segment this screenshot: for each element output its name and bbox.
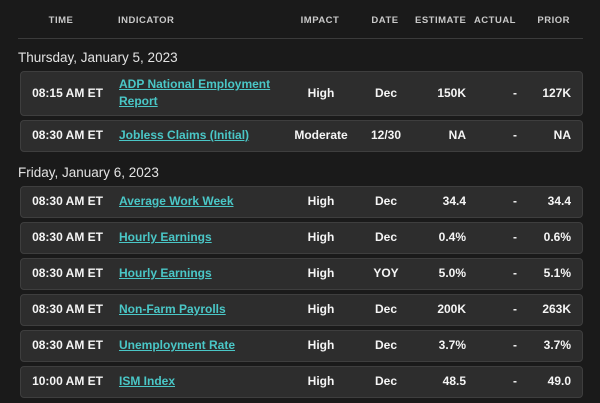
indicator-link[interactable]: ISM Index bbox=[119, 374, 176, 389]
prior-cell: 127K bbox=[542, 85, 571, 100]
actual-cell: - bbox=[513, 338, 517, 353]
table-row: 08:30 AM ET Hourly Earnings High YOY 5.0… bbox=[20, 257, 583, 290]
indicator-link[interactable]: ADP National Employment Report bbox=[119, 77, 271, 109]
time-cell: 08:30 AM ET bbox=[32, 128, 103, 143]
indicator-cell: ADP National Employment Report bbox=[103, 76, 286, 111]
indicator-link[interactable]: Non-Farm Payrolls bbox=[119, 302, 226, 317]
estimate-cell: NA bbox=[448, 128, 466, 143]
time-cell: 10:00 AM ET bbox=[32, 374, 103, 389]
indicator-cell: Average Work Week bbox=[103, 193, 286, 210]
column-header-date: DATE bbox=[371, 14, 399, 26]
actual-cell: - bbox=[513, 302, 517, 317]
indicator-link[interactable]: Unemployment Rate bbox=[119, 338, 236, 353]
date-cell: Dec bbox=[374, 374, 397, 389]
section-date: Thursday, January 5, 2023 bbox=[18, 50, 178, 65]
estimate-cell: 150K bbox=[437, 85, 466, 100]
calendar-section: Thursday, January 5, 2023 08:15 AM ET AD… bbox=[0, 50, 600, 152]
date-cell: Dec bbox=[374, 338, 397, 353]
column-header-prior: PRIOR bbox=[537, 14, 570, 26]
date-cell: Dec bbox=[374, 302, 397, 317]
table-row: 08:30 AM ET Jobless Claims (Initial) Mod… bbox=[20, 119, 583, 152]
actual-cell: - bbox=[513, 128, 517, 143]
actual-cell: - bbox=[513, 230, 517, 245]
indicator-cell: Hourly Earnings bbox=[103, 229, 286, 246]
estimate-cell: 5.0% bbox=[438, 266, 466, 281]
calendar-section: Friday, January 6, 2023 08:30 AM ET Aver… bbox=[0, 165, 600, 398]
indicator-cell: ISM Index bbox=[103, 373, 286, 390]
prior-cell: 5.1% bbox=[543, 266, 571, 281]
estimate-cell: 3.7% bbox=[438, 338, 466, 353]
column-header-actual: ACTUAL bbox=[473, 14, 516, 26]
indicator-cell: Jobless Claims (Initial) bbox=[103, 127, 286, 144]
prior-cell: 49.0 bbox=[547, 374, 571, 389]
time-cell: 08:30 AM ET bbox=[32, 338, 103, 353]
prior-cell: 34.4 bbox=[547, 194, 571, 209]
impact-label: High bbox=[307, 230, 335, 245]
column-header-estimate: ESTIMATE bbox=[415, 14, 467, 26]
section-date: Friday, January 6, 2023 bbox=[18, 164, 159, 180]
column-header-time: TIME bbox=[48, 14, 74, 26]
actual-cell: - bbox=[513, 85, 517, 100]
time-cell: 08:30 AM ET bbox=[32, 230, 103, 245]
impact-label: High bbox=[307, 374, 335, 389]
estimate-cell: 200K bbox=[437, 302, 466, 317]
impact-label: High bbox=[307, 302, 335, 317]
impact-label: High bbox=[307, 85, 335, 100]
impact-label: High bbox=[307, 338, 335, 353]
impact-label: High bbox=[307, 194, 335, 209]
impact-label: High bbox=[307, 266, 335, 281]
prior-cell: 3.7% bbox=[543, 338, 571, 353]
date-cell: Dec bbox=[374, 230, 397, 245]
prior-cell: 0.6% bbox=[543, 230, 571, 245]
prior-cell: NA bbox=[553, 128, 571, 143]
calendar-body: Thursday, January 5, 2023 08:15 AM ET AD… bbox=[0, 50, 600, 398]
time-cell: 08:30 AM ET bbox=[32, 302, 103, 317]
indicator-cell: Hourly Earnings bbox=[103, 265, 286, 282]
time-cell: 08:30 AM ET bbox=[32, 266, 103, 281]
table-row: 08:30 AM ET Average Work Week High Dec 3… bbox=[20, 185, 583, 218]
section-rows: 08:15 AM ET ADP National Employment Repo… bbox=[0, 71, 600, 152]
table-row: 08:30 AM ET Unemployment Rate High Dec 3… bbox=[20, 329, 583, 362]
column-header-indicator: INDICATOR bbox=[118, 14, 175, 26]
indicator-cell: Unemployment Rate bbox=[103, 337, 286, 354]
table-row: 10:00 AM ET ISM Index High Dec 48.5 - 49… bbox=[20, 365, 583, 398]
date-cell: Dec bbox=[374, 194, 397, 209]
actual-cell: - bbox=[513, 266, 517, 281]
column-header-impact: IMPACT bbox=[300, 14, 340, 26]
estimate-cell: 48.5 bbox=[442, 374, 466, 389]
indicator-link[interactable]: Average Work Week bbox=[119, 194, 234, 209]
indicator-link[interactable]: Jobless Claims (Initial) bbox=[119, 128, 250, 143]
header-divider bbox=[18, 38, 583, 39]
date-cell: YOY bbox=[373, 266, 399, 281]
impact-label: Moderate bbox=[294, 128, 348, 143]
table-header: TIME INDICATOR IMPACT DATE ESTIMATE ACTU… bbox=[20, 9, 583, 31]
estimate-cell: 0.4% bbox=[438, 230, 466, 245]
actual-cell: - bbox=[513, 374, 517, 389]
estimate-cell: 34.4 bbox=[442, 194, 466, 209]
time-cell: 08:15 AM ET bbox=[32, 85, 103, 100]
time-cell: 08:30 AM ET bbox=[32, 194, 103, 209]
table-row: 08:30 AM ET Hourly Earnings High Dec 0.4… bbox=[20, 221, 583, 254]
prior-cell: 263K bbox=[542, 302, 571, 317]
indicator-cell: Non-Farm Payrolls bbox=[103, 301, 286, 318]
date-cell: 12/30 bbox=[370, 128, 402, 143]
section-rows: 08:30 AM ET Average Work Week High Dec 3… bbox=[0, 185, 600, 398]
table-row: 08:30 AM ET Non-Farm Payrolls High Dec 2… bbox=[20, 293, 583, 326]
date-cell: Dec bbox=[374, 85, 397, 100]
table-row: 08:15 AM ET ADP National Employment Repo… bbox=[20, 71, 583, 116]
indicator-link[interactable]: Hourly Earnings bbox=[119, 230, 212, 245]
actual-cell: - bbox=[513, 194, 517, 209]
indicator-link[interactable]: Hourly Earnings bbox=[119, 266, 212, 281]
